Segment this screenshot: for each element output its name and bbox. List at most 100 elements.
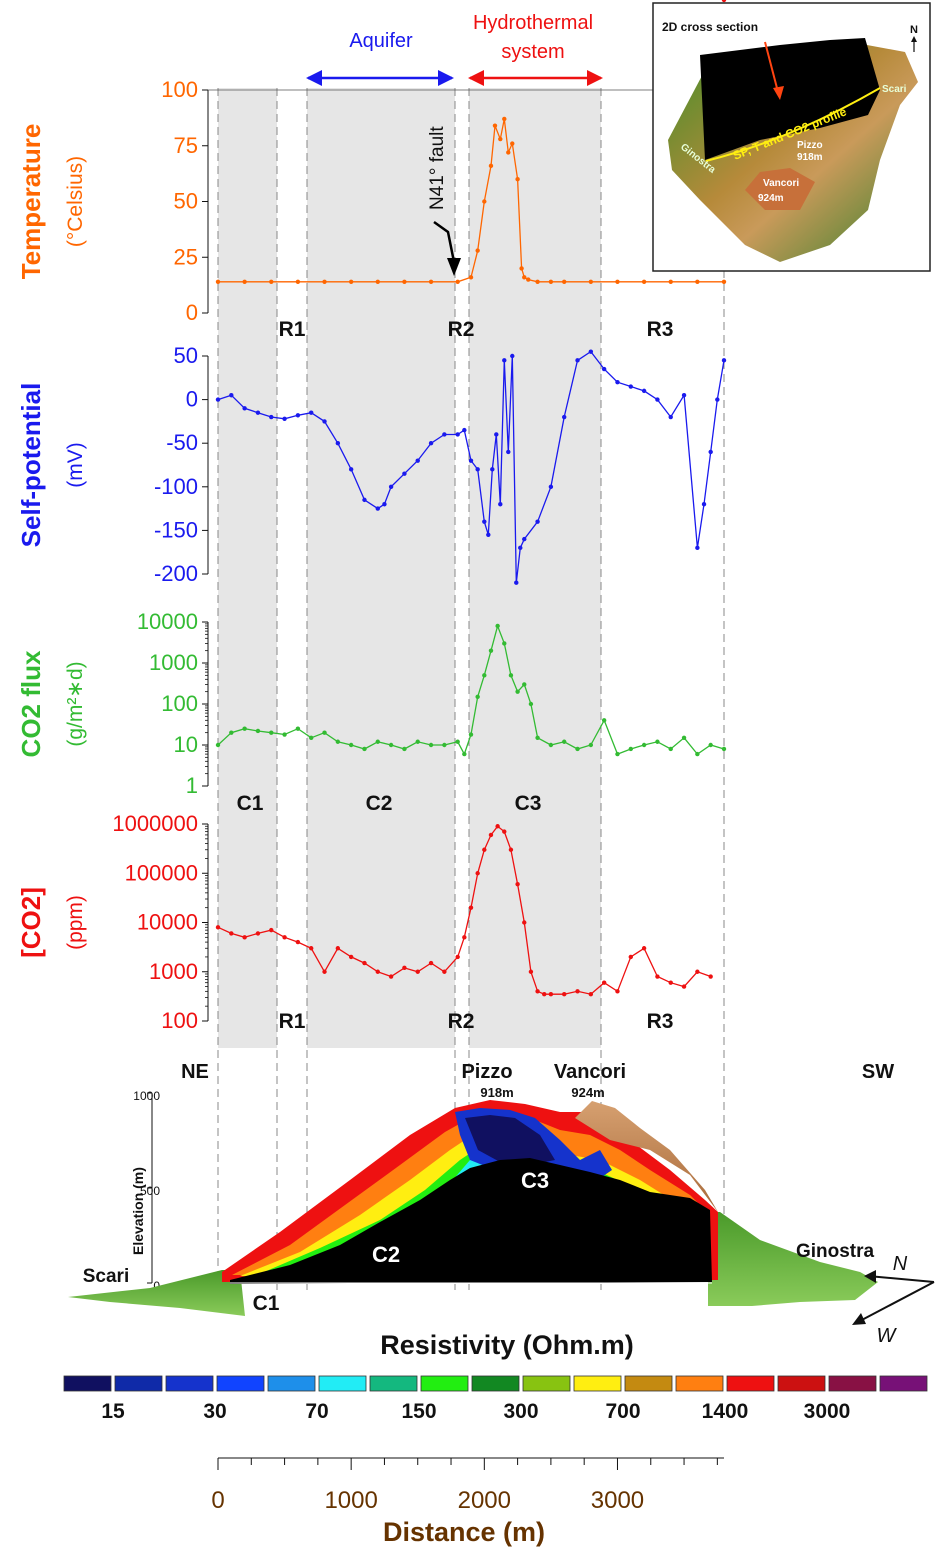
section-pizzo-elev: 918m	[480, 1085, 513, 1100]
co2-flux-point	[482, 673, 487, 678]
self-potential-point	[282, 416, 287, 421]
temperature-point	[498, 136, 503, 142]
temperature-point	[242, 279, 247, 284]
zone-label-r3-top: R3	[647, 318, 674, 341]
shade-band-2	[469, 88, 601, 1048]
colorbar-swatch-14	[777, 1375, 826, 1392]
co2-flux-ylabel: CO2 flux	[16, 650, 46, 757]
self-potential-point	[215, 397, 221, 402]
colorbar-label: 15	[101, 1400, 125, 1423]
self-potential-yunit: (mV)	[64, 442, 87, 488]
colorbar-label: 3000	[804, 1400, 851, 1423]
profile-charts: 0 25 50 75 100 Temperature (°Celsius) 50 0 -50 -10…	[16, 0, 727, 1033]
co2-flux-tick-label: 1	[186, 773, 198, 798]
slope-scari	[68, 1270, 245, 1316]
co2-concentration-point	[309, 946, 314, 951]
co2-flux-point	[515, 689, 520, 694]
self-potential-point	[535, 519, 540, 524]
temperature-point	[488, 163, 494, 169]
co2-flux-point	[322, 730, 327, 735]
zone-label-c3: C3	[515, 792, 542, 815]
co2-flux-point	[282, 732, 287, 737]
self-potential-point	[514, 580, 519, 585]
co2-concentration-ylabel: [CO2]	[16, 887, 46, 958]
temperature-point	[428, 279, 434, 284]
colorbar-swatch-3	[216, 1375, 265, 1392]
fault-arrow	[433, 220, 461, 276]
elev-axis-label: Elevation (m)	[130, 1167, 146, 1255]
co2-flux-point	[615, 751, 620, 757]
hydrothermal-arrow	[468, 70, 603, 86]
inset-profile-line	[705, 87, 881, 162]
co2-concentration-point	[282, 935, 287, 940]
co2-concentration-point	[488, 832, 494, 838]
temperature-point	[615, 279, 620, 284]
distance-tick-label: 1000	[324, 1487, 377, 1514]
co2-concentration-point	[708, 974, 713, 979]
self-potential-tick-label: -200	[154, 561, 198, 586]
self-potential-point	[701, 502, 707, 507]
elev-tick-500: 500	[140, 1184, 160, 1198]
co2-flux-point	[655, 739, 660, 744]
colorbar-label: 300	[503, 1400, 538, 1423]
co2-flux-tick-label: 100	[161, 691, 198, 716]
co2-flux-point	[242, 726, 247, 731]
co2-flux-yunit: (g/m²∗d)	[64, 661, 87, 746]
self-potential-point	[388, 484, 394, 489]
zone-label-c2: C2	[366, 792, 393, 815]
self-potential-point	[442, 432, 447, 437]
self-potential-tick-label: -150	[154, 517, 198, 542]
colorbar-label: 70	[305, 1400, 328, 1423]
co2-concentration-point	[562, 992, 567, 997]
colorbar-swatch-13	[726, 1375, 775, 1392]
co2-concentration-point	[348, 954, 354, 960]
co2-flux-point	[455, 739, 460, 744]
inset-vancori-elev: 924m	[758, 193, 784, 204]
co2-concentration-point	[695, 969, 700, 974]
section-ginostra: Ginostra	[796, 1241, 875, 1262]
self-potential-point	[486, 532, 491, 537]
co2-flux-point	[695, 751, 700, 757]
temperature-point	[695, 279, 700, 284]
co2-flux-point	[641, 742, 647, 748]
self-potential-point	[498, 502, 503, 507]
temperature-point	[348, 279, 354, 284]
co2-flux-point	[495, 623, 500, 629]
distance-axis-label: Distance (m)	[383, 1517, 545, 1547]
section-black-body	[230, 1158, 712, 1284]
self-potential-point	[242, 406, 247, 411]
self-potential-point	[695, 545, 700, 551]
temperature-point	[269, 279, 274, 284]
colorbar-title: Resistivity (Ohm.m)	[380, 1330, 634, 1360]
co2-flux-point	[562, 739, 567, 744]
co2-concentration-point	[482, 847, 487, 852]
self-potential-point	[455, 432, 460, 437]
zone-label-r1-top: R1	[279, 318, 306, 341]
co2-flux-point	[475, 694, 480, 699]
self-potential-point	[348, 467, 354, 472]
co2-concentration-point	[242, 935, 247, 940]
inset-pizzo-elev: 918m	[797, 152, 823, 163]
self-potential-point	[428, 441, 434, 446]
self-potential-point	[506, 449, 511, 455]
temperature-point	[522, 275, 527, 280]
temperature-tick-label: 75	[174, 133, 198, 158]
temperature-point	[502, 116, 507, 122]
self-potential-point	[490, 467, 495, 472]
distance-tick-label: 2000	[458, 1487, 511, 1514]
colorbar-label: 30	[203, 1400, 226, 1423]
zone-shading	[218, 88, 601, 1048]
co2-concentration-tick-label: 100000	[125, 860, 198, 885]
temperature-point	[721, 279, 727, 284]
temperature-point	[492, 123, 498, 128]
colorbar-swatch-0	[63, 1375, 112, 1392]
shade-band-1	[307, 88, 455, 1048]
zone-label-r2-top: R2	[448, 318, 475, 341]
self-potential-point	[548, 484, 554, 489]
compass-n: N	[893, 1253, 908, 1275]
co2-concentration-point	[255, 931, 261, 936]
co2-flux-point	[628, 746, 633, 752]
temperature-point	[562, 279, 567, 284]
co2-flux-point	[335, 739, 341, 744]
co2-flux-point	[402, 746, 407, 752]
